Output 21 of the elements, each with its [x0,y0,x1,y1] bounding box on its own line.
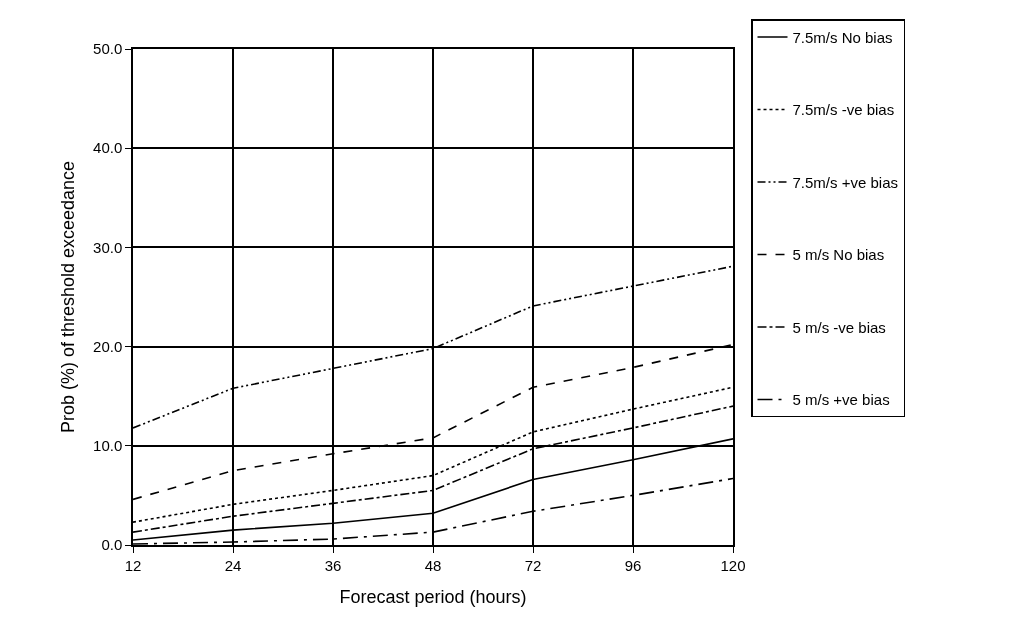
legend-label: 7.5m/s -ve bias [792,101,895,119]
x-tick-label: 24 [224,556,242,574]
legend-label: 7.5m/s +ve bias [792,173,898,191]
y-tick-label: 40.0 [93,139,123,157]
y-tick-label: 50.0 [93,40,123,58]
x-tick-label: 12 [124,556,142,574]
x-axis-title: Forecast period (hours) [339,587,527,608]
y-tick-label: 0.0 [101,536,123,554]
y-tick-label: 30.0 [93,238,123,256]
x-tick-label: 36 [324,556,342,574]
x-tick-label: 72 [524,556,542,574]
y-axis-title: Prob (%) of threshold exceedance [57,160,78,434]
x-tick-label: 48 [424,556,442,574]
x-tick-label: 120 [720,556,746,574]
legend-label: 5 m/s +ve bias [792,391,890,409]
y-tick-label: 10.0 [93,437,123,455]
legend-label: 7.5m/s No bias [792,28,893,46]
y-tick-label: 20.0 [93,337,123,355]
legend-label: 5 m/s No bias [792,246,885,264]
legend-label: 5 m/s -ve bias [792,318,886,336]
x-tick-label: 96 [624,556,642,574]
